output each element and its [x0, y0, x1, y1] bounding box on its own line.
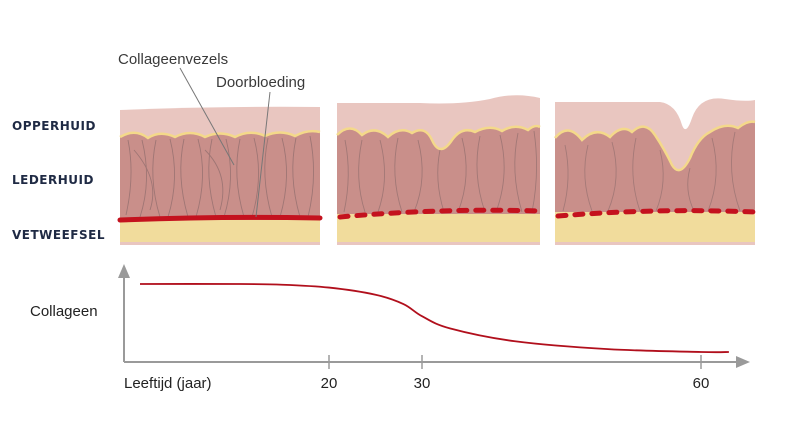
basement-membrane: [336, 124, 541, 151]
dermis-layer: [120, 131, 320, 220]
chart-axes: [118, 264, 750, 368]
blood-vessel-continuous: [117, 214, 323, 223]
x-tick-label-30: 30: [413, 375, 431, 392]
blood-vessel-broken: [337, 207, 543, 220]
x-tick-marks: [328, 355, 702, 369]
collagen-leader-line: [179, 67, 235, 166]
x-axis-arrow: [736, 356, 750, 368]
skin-panel-middle: [336, 95, 543, 245]
dermis-layer: [337, 126, 540, 215]
y-axis-arrow: [118, 264, 130, 278]
blood-vessel-broken: [555, 208, 758, 219]
basement-membrane: [119, 129, 321, 140]
label-epidermis: OPPERHUID: [12, 119, 96, 133]
label-dermis: LEDERHUID: [12, 173, 94, 187]
fat-layer: [555, 212, 755, 242]
bleeding-leader-line: [255, 91, 271, 218]
fat-layer: [337, 214, 540, 242]
basement-membrane: [554, 120, 756, 172]
annotation-collagen-fibers: Collageenvezels: [118, 51, 229, 68]
fat-layer: [120, 220, 320, 242]
x-tick-label-20: 20: [320, 375, 338, 392]
label-subcutis: VETWEEFSEL: [12, 228, 105, 242]
annotation-bleeding: Doorbloeding: [216, 74, 306, 91]
skin-panel-young: [117, 106, 323, 245]
collagen-fibers: [343, 130, 538, 213]
x-axis-label: Leeftijd (jaar): [124, 375, 212, 392]
y-axis-label: Collageen: [30, 303, 98, 320]
dermis-layer: [555, 121, 755, 214]
x-tick-label-60: 60: [692, 375, 710, 392]
collagen-curve: [139, 283, 729, 354]
collagen-fibers: [125, 135, 314, 218]
collagen-fibers: [562, 131, 741, 212]
skin-panel-old: [554, 98, 758, 245]
